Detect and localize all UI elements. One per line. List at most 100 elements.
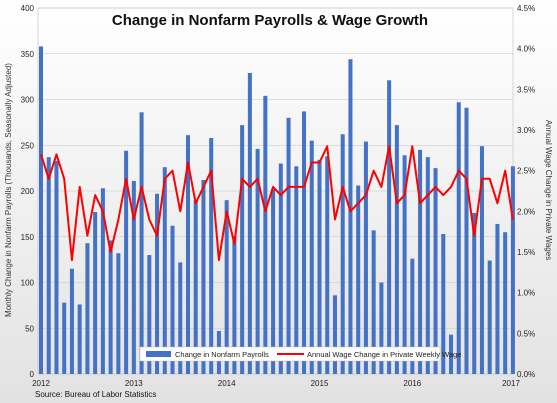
legend-bar-swatch [146, 351, 171, 357]
payroll-bar [46, 157, 51, 374]
payroll-bar [139, 112, 144, 374]
left-tick-label: 200 [21, 187, 35, 196]
payroll-bar [371, 230, 376, 374]
right-tick-label: 3.0% [517, 126, 535, 135]
payroll-bar [93, 212, 98, 374]
legend: Change in Nonfarm Payrolls Annual Wage C… [139, 346, 461, 362]
right-tick-label: 1.0% [517, 289, 535, 298]
payroll-bar [77, 304, 82, 374]
left-tick-label: 50 [25, 324, 34, 333]
left-tick-label: 100 [21, 279, 35, 288]
payroll-bar [425, 157, 430, 374]
payroll-bar [332, 295, 337, 374]
payroll-bar [503, 232, 508, 374]
payroll-bar [232, 235, 237, 374]
payroll-bar [170, 225, 175, 374]
payroll-bar [472, 212, 477, 374]
payroll-bar [131, 180, 136, 374]
payroll-bar [69, 268, 74, 374]
payroll-bar [209, 137, 214, 374]
payroll-bar [456, 102, 461, 375]
payroll-bar [85, 243, 90, 374]
right-tick-label: 3.5% [517, 85, 535, 94]
payroll-bar [441, 234, 446, 374]
x-axis: 2012 2013 2014 2015 2016 2017 [32, 379, 520, 388]
payroll-bar [418, 149, 423, 374]
payroll-bar [286, 117, 291, 375]
payroll-bar [62, 302, 67, 374]
right-tick-label: 0.5% [517, 329, 535, 338]
payroll-bar [108, 240, 113, 374]
payroll-bar [387, 80, 392, 374]
payroll-bar [363, 141, 368, 374]
payroll-bar [247, 72, 252, 374]
left-axis: 0 50 100 150 200 250 300 350 400 [21, 4, 35, 379]
payroll-bar [100, 188, 105, 374]
payroll-bar [340, 134, 345, 374]
right-tick-label: 0.0% [517, 370, 535, 379]
payroll-bar [178, 262, 183, 374]
x-tick-label: 2012 [32, 379, 50, 388]
payroll-bar [147, 255, 152, 374]
payroll-bar [510, 166, 515, 374]
payroll-bar [185, 135, 190, 374]
payroll-bar [433, 168, 438, 374]
x-tick-label: 2013 [125, 379, 143, 388]
x-tick-label: 2015 [311, 379, 329, 388]
payroll-bar [116, 253, 121, 374]
payroll-bar [379, 282, 384, 374]
payroll-bar [54, 160, 59, 374]
left-axis-title: Monthly Change in Nonfarm Payrolls (Thou… [4, 63, 13, 317]
legend-bar-label: Change in Nonfarm Payrolls [175, 350, 269, 359]
payroll-bar [271, 189, 276, 374]
payroll-bar [325, 156, 330, 374]
left-tick-label: 0 [30, 370, 35, 379]
payroll-bar [348, 59, 353, 375]
payroll-bar [124, 150, 129, 374]
chart-title: Change in Nonfarm Payrolls & Wage Growth [112, 12, 428, 29]
left-tick-label: 150 [21, 233, 35, 242]
right-axis-title: Annual Wage Change in Private Wages [544, 120, 553, 260]
x-tick-label: 2017 [502, 379, 520, 388]
payroll-bar [38, 46, 44, 375]
payroll-bar [255, 148, 260, 374]
x-tick-label: 2016 [403, 379, 421, 388]
left-tick-label: 400 [21, 4, 35, 13]
payroll-bar [193, 200, 198, 374]
wage-line [40, 145, 514, 262]
left-tick-label: 300 [21, 96, 35, 105]
payroll-bar [240, 125, 245, 375]
payroll-bar [487, 260, 492, 374]
right-tick-label: 4.0% [517, 45, 535, 54]
payroll-bar [263, 95, 268, 374]
payroll-bar [479, 146, 484, 374]
payroll-bar [294, 166, 299, 374]
payroll-bar [394, 125, 399, 375]
payroll-bars [38, 46, 515, 375]
payroll-bar [449, 334, 454, 374]
payroll-bar [302, 111, 307, 375]
payroll-bar [162, 167, 167, 374]
legend-line-label: Annual Wage Change in Private Weekly Wag… [307, 350, 461, 359]
payroll-bar [155, 193, 160, 374]
payroll-bar [402, 155, 407, 374]
left-tick-label: 350 [21, 50, 35, 59]
right-tick-label: 4.5% [517, 4, 535, 13]
right-tick-label: 1.5% [517, 248, 535, 257]
payroll-bar [410, 258, 415, 374]
x-tick-label: 2014 [218, 379, 236, 388]
payroll-bar [278, 163, 283, 374]
source-note: Source: Bureau of Labor Statistics [35, 390, 156, 399]
payroll-bar [495, 223, 500, 374]
payroll-bar [356, 185, 361, 374]
right-tick-label: 2.0% [517, 207, 535, 216]
right-tick-label: 2.5% [517, 167, 535, 176]
right-axis: 0.0% 0.5% 1.0% 1.5% 2.0% 2.5% 3.0% 3.5% 4.0% 4.5% [517, 4, 535, 379]
wage-line-path [40, 145, 514, 262]
payroll-bar [309, 140, 314, 374]
left-tick-label: 250 [21, 141, 35, 150]
payroll-bar [201, 180, 206, 374]
payroll-bar [464, 107, 469, 375]
